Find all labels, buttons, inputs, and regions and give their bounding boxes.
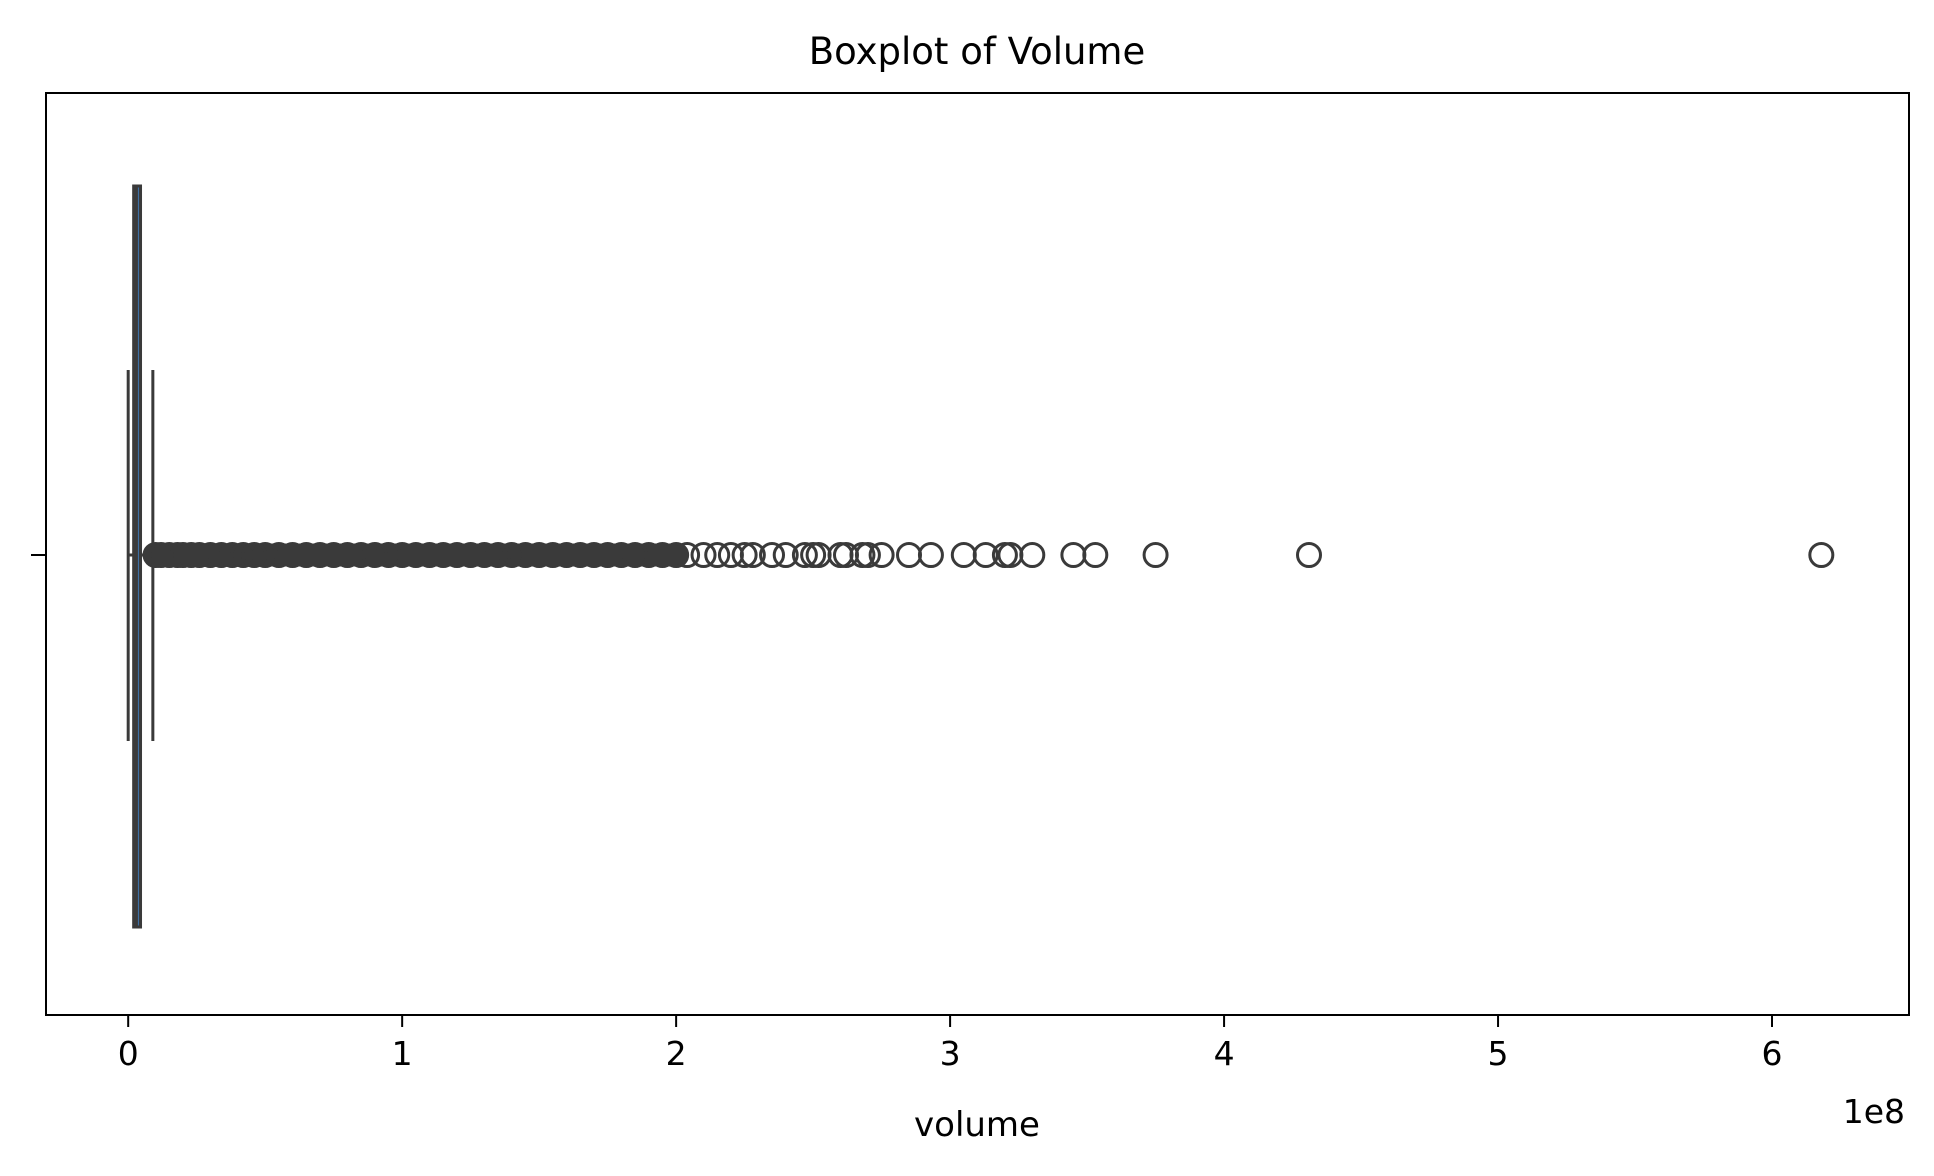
outliers-layer	[142, 542, 1835, 568]
outlier-point-17	[320, 542, 347, 568]
outlier-point-48	[739, 542, 766, 568]
outlier-point-19	[348, 542, 375, 568]
outlier-point-57	[854, 542, 881, 568]
outlier-point-43	[674, 542, 701, 568]
outlier-point-34	[553, 542, 580, 568]
x-tick-label-5: 5	[1488, 1034, 1509, 1073]
x-axis-offset-label: 1e8	[1843, 1092, 1905, 1131]
outlier-point-39	[622, 542, 649, 568]
outlier-point-69	[1296, 542, 1323, 568]
outlier-point-36	[580, 542, 607, 568]
x-tick-label-0: 0	[118, 1034, 139, 1073]
outlier-point-25	[430, 542, 457, 568]
outlier-point-33	[539, 542, 566, 568]
x-tick-label-6: 6	[1762, 1034, 1783, 1073]
outlier-point-29	[485, 542, 512, 568]
outlier-point-5	[178, 542, 205, 568]
outlier-point-44	[690, 542, 717, 568]
outlier-point-47	[731, 542, 758, 568]
outlier-point-49	[759, 542, 786, 568]
outlier-point-21	[375, 542, 402, 568]
outlier-point-35	[567, 542, 594, 568]
outlier-point-42	[663, 542, 690, 568]
outlier-point-60	[917, 542, 944, 568]
outlier-point-38	[608, 542, 635, 568]
x-tick-label-1: 1	[392, 1034, 413, 1073]
outlier-point-18	[334, 542, 361, 568]
outlier-point-62	[972, 542, 999, 568]
outlier-point-32	[526, 542, 553, 568]
chart-title: Boxplot of Volume	[809, 30, 1146, 73]
outlier-point-14	[279, 542, 306, 568]
x-tick-label-4: 4	[1214, 1034, 1235, 1073]
outlier-point-4	[169, 542, 196, 568]
outlier-point-67	[1082, 542, 1109, 568]
outlier-point-41	[649, 542, 676, 568]
outlier-point-22	[389, 542, 416, 568]
box-layer	[126, 184, 155, 929]
outlier-point-30	[498, 542, 525, 568]
outlier-point-13	[265, 542, 292, 568]
outlier-point-24	[416, 542, 443, 568]
outlier-point-27	[457, 542, 484, 568]
outlier-point-45	[704, 542, 731, 568]
outlier-point-16	[306, 542, 333, 568]
outlier-point-15	[293, 542, 320, 568]
outlier-point-20	[361, 542, 388, 568]
outlier-point-68	[1142, 542, 1169, 568]
outlier-point-58	[868, 542, 895, 568]
dense-outlier-band	[142, 543, 688, 567]
x-axis-label: volume	[914, 1105, 1040, 1145]
x-ticks-layer: 0 1 2 3 4 5 6	[118, 1015, 1783, 1073]
x-tick-label-3: 3	[940, 1034, 961, 1073]
outlier-point-40	[635, 542, 662, 568]
outlier-point-23	[402, 542, 429, 568]
outlier-point-12	[252, 542, 279, 568]
x-tick-label-2: 2	[666, 1034, 687, 1073]
outlier-point-50	[772, 542, 799, 568]
outlier-point-70	[1808, 542, 1835, 568]
outlier-point-65	[1019, 542, 1046, 568]
outlier-point-26	[443, 542, 470, 568]
outlier-point-28	[471, 542, 498, 568]
outlier-point-31	[512, 542, 539, 568]
outlier-point-11	[241, 542, 268, 568]
outlier-point-37	[594, 542, 621, 568]
outlier-point-51	[791, 542, 818, 568]
